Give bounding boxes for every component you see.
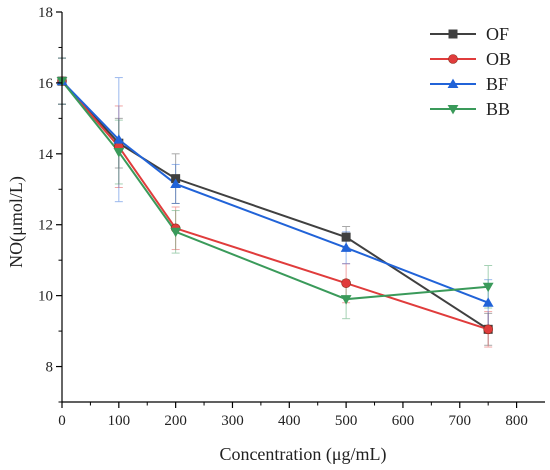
marker-bf [170, 178, 182, 189]
marker-bb [113, 147, 125, 158]
x-tick-label: 700 [449, 413, 472, 429]
x-tick-label: 600 [392, 413, 415, 429]
series-line-bb [61, 80, 489, 301]
y-tick-label: 16 [38, 76, 54, 92]
x-tick-label: 100 [108, 413, 131, 429]
x-tick-label: 300 [221, 413, 244, 429]
legend-marker-ob [448, 54, 458, 64]
x-tick-label: 800 [505, 413, 528, 429]
y-tick-label: 8 [46, 360, 54, 376]
y-tick-label: 10 [38, 289, 53, 305]
marker-ob [483, 324, 493, 335]
legend-label-ob: OB [486, 49, 511, 69]
axes: 0 100 200 300 400 500 600 700 800 8 10 12 14 16 18 [38, 5, 545, 429]
y-tick-label: 14 [38, 147, 54, 163]
legend-marker-bf [447, 78, 459, 89]
marker-bf [113, 134, 125, 144]
marker-of [341, 232, 351, 242]
marker-bf [482, 297, 494, 307]
legend-marker-bb [447, 104, 459, 115]
y-axis-label: NO(μmol/L) [6, 176, 27, 268]
legend: OF OB BF BB [430, 24, 511, 119]
series-line-bf [61, 80, 489, 304]
y-tick-label: 12 [38, 218, 53, 234]
x-tick-label: 500 [335, 413, 358, 429]
marker-bb [482, 282, 494, 293]
x-axis-label: Concentration (μg/mL) [219, 444, 386, 465]
legend-label-of: OF [486, 24, 509, 44]
series-lines [61, 80, 489, 331]
legend-marker-of [448, 29, 458, 39]
x-tick-label: 0 [58, 413, 66, 429]
series-markers [56, 75, 494, 335]
legend-label-bb: BB [486, 99, 510, 119]
marker-bf [340, 242, 352, 252]
legend-label-bf: BF [486, 74, 508, 94]
marker-ob [341, 278, 351, 289]
x-tick-label: 200 [164, 413, 187, 429]
x-tick-label: 400 [278, 413, 301, 429]
marker-bb [170, 227, 182, 238]
marker-bb [340, 295, 352, 305]
error-bars [58, 57, 493, 348]
y-tick-label: 18 [38, 5, 53, 21]
